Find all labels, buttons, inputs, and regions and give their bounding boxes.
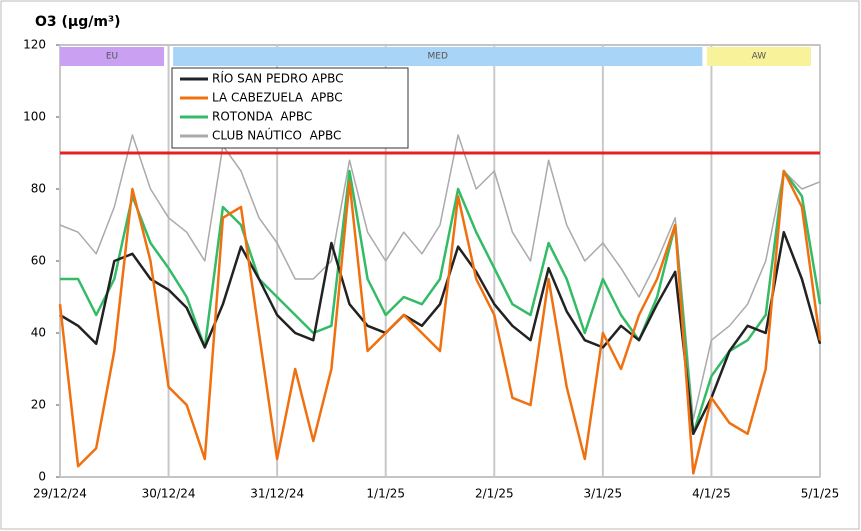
legend-box bbox=[171, 67, 409, 149]
chart-title: O3 (μg/m³) bbox=[35, 14, 120, 30]
x-tick-label: 2/1/25 bbox=[475, 487, 514, 501]
y-tick-label: 80 bbox=[31, 182, 46, 196]
y-tick-label: 120 bbox=[23, 38, 46, 52]
y-tick-label: 20 bbox=[31, 398, 46, 412]
period-label: MED bbox=[428, 52, 448, 62]
y-tick-label: 0 bbox=[38, 470, 46, 484]
x-tick-label: 3/1/25 bbox=[584, 487, 623, 501]
legend-label: CLUB NAÚTICO APBC bbox=[212, 128, 341, 143]
x-tick-label: 1/1/25 bbox=[366, 487, 405, 501]
y-tick-label: 60 bbox=[31, 254, 46, 268]
legend-label: LA CABEZUELA APBC bbox=[212, 91, 343, 105]
x-tick-label: 31/12/24 bbox=[250, 487, 304, 501]
period-band bbox=[60, 47, 165, 66]
period-label: EU bbox=[106, 52, 118, 62]
y-tick-label: 40 bbox=[31, 326, 46, 340]
series-line bbox=[59, 230, 822, 436]
x-tick-label: 30/12/24 bbox=[142, 487, 196, 501]
period-band bbox=[706, 47, 811, 66]
y-tick-label: 100 bbox=[23, 110, 46, 124]
period-band bbox=[173, 47, 703, 66]
x-tick-label: 4/1/25 bbox=[692, 487, 731, 501]
x-tick-label: 29/12/24 bbox=[33, 487, 87, 501]
legend-label: RÍO SAN PEDRO APBC bbox=[212, 71, 343, 86]
x-tick-label: 5/1/25 bbox=[801, 487, 840, 501]
period-label: AW bbox=[752, 52, 767, 62]
series-line bbox=[58, 169, 822, 475]
legend-label: ROTONDA APBC bbox=[212, 110, 312, 124]
